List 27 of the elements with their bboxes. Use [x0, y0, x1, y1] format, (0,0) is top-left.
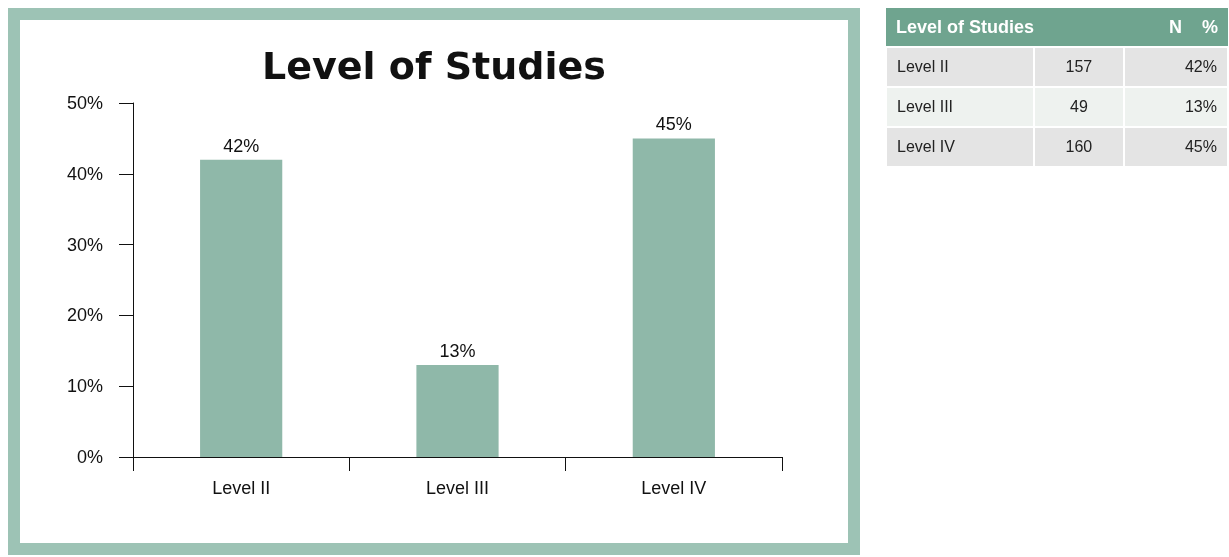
data-label: 42% [223, 135, 260, 156]
y-tick-label: 50% [66, 93, 103, 113]
text: Level of Studies [886, 8, 1125, 47]
text: N % [1168, 16, 1218, 37]
data-label: 160 [1033, 127, 1125, 167]
data-label: 45% [655, 114, 692, 135]
x-tick-label: Level III [425, 478, 490, 498]
y-tick-label: 30% [66, 234, 103, 255]
chart-title: Level of Studies [262, 44, 606, 88]
y-tick-label: 0% [76, 447, 103, 467]
bar [200, 159, 283, 457]
category-label: Level III [886, 87, 1034, 127]
x-tick-label: Level IV [641, 478, 707, 498]
category-label: Level II [886, 47, 1034, 87]
x-tick-label: Level II [212, 478, 271, 498]
y-tick-label: 40% [66, 163, 103, 184]
category-label: Level IV [886, 127, 1034, 167]
y-tick-label: 20% [66, 305, 103, 326]
bar [416, 364, 499, 457]
y-tick-label: 10% [66, 376, 103, 397]
data-label: 13% [439, 340, 476, 361]
data-label: 13% [1124, 87, 1228, 127]
data-label: 157 [1033, 47, 1125, 87]
data-label: 45% [1124, 127, 1228, 167]
data-label: 49 [1033, 87, 1125, 127]
data-label: 42% [1124, 47, 1228, 87]
bar [632, 138, 715, 457]
